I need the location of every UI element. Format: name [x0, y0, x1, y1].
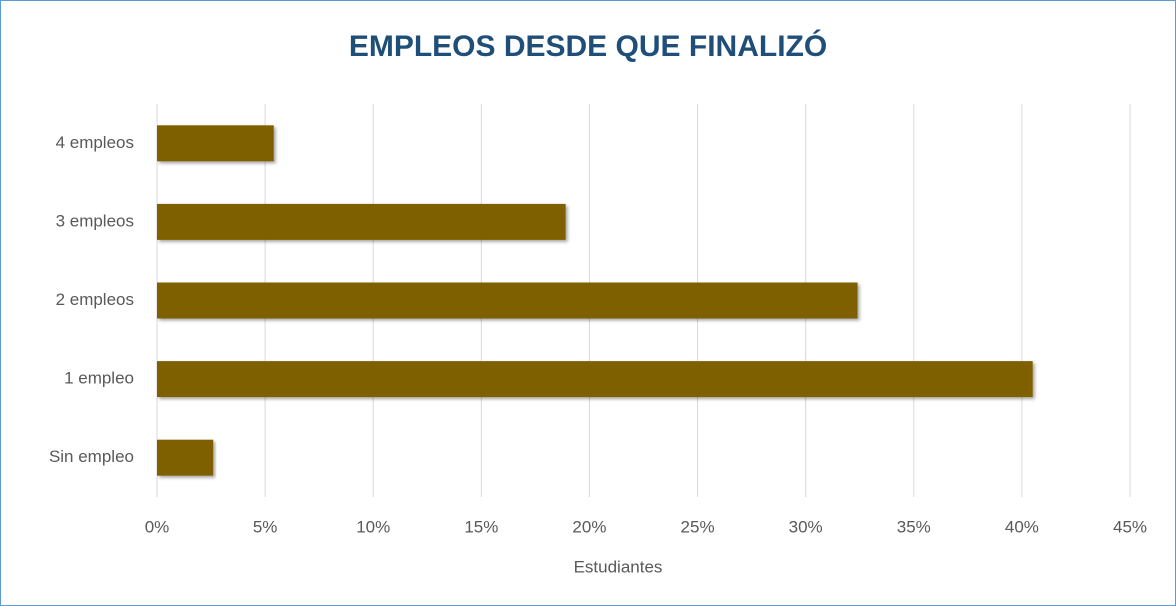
bar — [157, 125, 274, 162]
y-tick-label: 3 empleos — [56, 211, 134, 230]
x-tick-label: 15% — [464, 517, 498, 536]
bar — [157, 361, 1033, 398]
y-tick-label: 2 empleos — [56, 290, 134, 309]
x-tick-label: 40% — [1005, 517, 1039, 536]
y-tick-label: 4 empleos — [56, 133, 134, 152]
x-tick-label: 30% — [789, 517, 823, 536]
x-tick-label: 5% — [253, 517, 278, 536]
y-tick-label: Sin empleo — [49, 447, 134, 466]
bar — [157, 203, 566, 240]
chart-title: EMPLEOS DESDE QUE FINALIZÓ — [349, 29, 827, 63]
bar — [157, 439, 214, 476]
x-axis-label: Estudiantes — [574, 557, 663, 576]
y-tick-label: 1 empleo — [64, 369, 134, 388]
x-tick-label: 35% — [897, 517, 931, 536]
x-tick-label: 45% — [1113, 517, 1147, 536]
x-tick-label: 0% — [145, 517, 170, 536]
bar — [157, 282, 858, 319]
x-tick-label: 25% — [681, 517, 715, 536]
x-tick-label: 20% — [572, 517, 606, 536]
x-tick-label: 10% — [356, 517, 390, 536]
